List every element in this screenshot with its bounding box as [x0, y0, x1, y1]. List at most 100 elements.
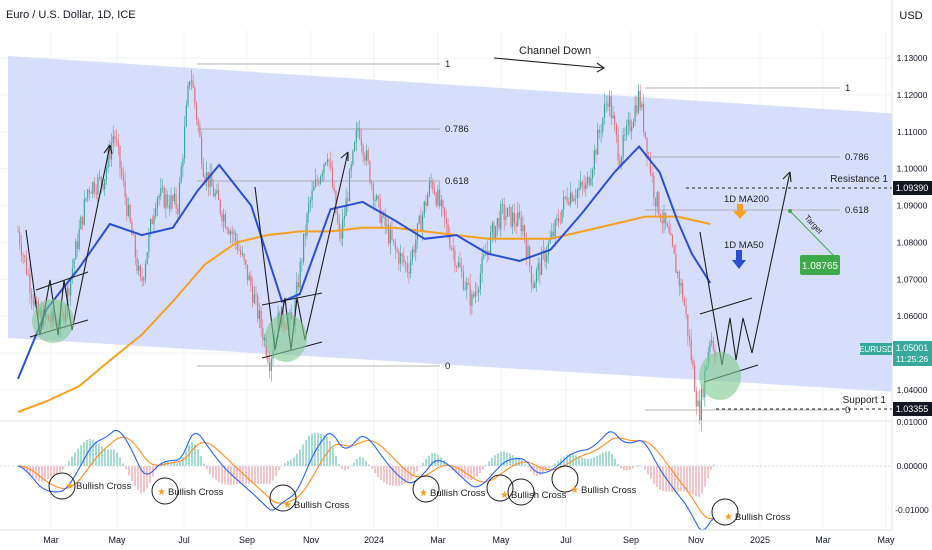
candle-body [100, 176, 102, 184]
candle-body [605, 103, 607, 105]
star-icon: ★ [419, 488, 428, 499]
arrow-2-head-a [340, 151, 349, 159]
macd-bar [692, 466, 694, 495]
candle-body [454, 249, 456, 267]
macd-bar [710, 466, 712, 470]
candle-body [238, 249, 240, 251]
price-tick-label: 1.04000 [897, 385, 928, 395]
macd-bar [335, 455, 337, 466]
candle-body [184, 126, 186, 159]
macd-bar [143, 466, 145, 493]
macd-bar [341, 466, 343, 470]
candle-body [160, 188, 162, 197]
arrow-1-head-a [103, 144, 111, 154]
macd-bar [188, 444, 190, 466]
macd-bar [50, 466, 52, 478]
candle-body [82, 216, 84, 225]
candle-body [527, 246, 529, 257]
candle-body [615, 124, 617, 136]
candle-body [25, 257, 28, 275]
candle-body [683, 298, 685, 306]
macd-bar [428, 455, 430, 466]
candle-body [313, 186, 315, 191]
macd-bar [38, 466, 40, 482]
candle-body [85, 198, 87, 200]
candle-body [677, 272, 679, 274]
candle-body [32, 298, 34, 305]
candle-body [156, 198, 158, 209]
candle-body [318, 181, 320, 184]
candle-body [321, 173, 323, 177]
macd-bar [116, 452, 118, 466]
candle-body [694, 365, 696, 392]
macd-bar [530, 466, 532, 472]
time-tick-label: May [877, 535, 895, 545]
macd-bar [704, 466, 706, 487]
candle-body [575, 198, 577, 199]
macd-line [17, 429, 715, 531]
currency-label[interactable]: USD [899, 10, 922, 22]
candle-body [478, 289, 480, 293]
macd-bar [425, 459, 427, 466]
macd-bar [260, 466, 262, 484]
candle-body [320, 176, 322, 184]
candle-body [343, 216, 345, 220]
macd-bar [698, 466, 700, 498]
macd-bar [353, 462, 355, 466]
macd-bar [239, 466, 241, 484]
candle-body [296, 282, 298, 299]
candle-body [612, 115, 614, 118]
candle-body [561, 209, 563, 223]
candle-body [209, 172, 211, 188]
macd-bar [614, 458, 616, 466]
candle-body [648, 156, 650, 157]
candle-body [338, 222, 340, 232]
macd-bar [191, 441, 193, 466]
candle-body [386, 224, 388, 226]
candle-body [699, 400, 701, 421]
candle-body [90, 192, 92, 194]
candle-body [127, 204, 130, 216]
bullish-cross-circle [551, 465, 579, 493]
candle-body [471, 294, 473, 306]
candle-body [620, 157, 623, 167]
macd-bar [314, 432, 316, 466]
candle-body [554, 220, 556, 237]
macd-bar [125, 466, 127, 470]
candle-body [450, 247, 453, 249]
candle-body [211, 172, 213, 187]
candle-body [435, 194, 437, 205]
candle-body [241, 253, 243, 255]
candle-body [109, 149, 111, 160]
time-tick-label: Mar [430, 535, 446, 545]
macd-bar [362, 457, 364, 466]
candle-body [389, 229, 391, 244]
macd-bar [41, 466, 43, 482]
macd-bar [410, 466, 412, 480]
candle-body [189, 81, 191, 86]
macd-bar [263, 466, 265, 484]
bottom-circle-1 [32, 299, 74, 343]
candle-body [695, 391, 697, 407]
candle-body [178, 182, 181, 214]
candle-body [578, 187, 580, 191]
candle-body [498, 218, 500, 229]
candle-body [345, 198, 347, 217]
candle-body [569, 192, 572, 205]
macd-bar [110, 449, 112, 466]
macd-bar [476, 466, 478, 477]
macd-bar [386, 466, 388, 485]
support-value: 1.03355 [896, 404, 929, 414]
ma200-label: 1D MA200 [724, 194, 769, 205]
macd-bar [557, 460, 559, 466]
star-icon: ★ [500, 490, 509, 501]
candle-body [102, 183, 104, 190]
price-tick-label: 1.13000 [897, 53, 928, 63]
candle-body [350, 164, 352, 171]
fib-label: 0 [845, 405, 850, 416]
bullish-cross-label: Bullish Cross [168, 487, 224, 498]
candle-body [262, 328, 264, 341]
candle-body [342, 219, 344, 239]
macd-bar [377, 466, 379, 478]
